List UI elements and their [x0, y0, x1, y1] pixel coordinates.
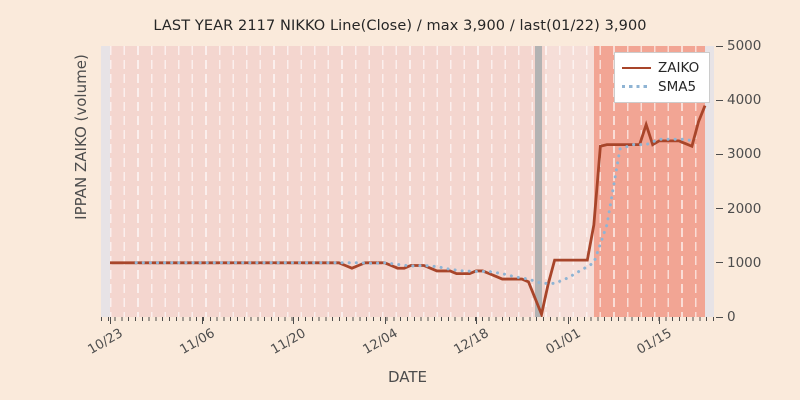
chart-title: LAST YEAR 2117 NIKKO Line(Close) / max 3… — [153, 18, 647, 34]
y-tick-label: 5000 — [716, 39, 761, 53]
y-tick-label: 4000 — [716, 93, 761, 107]
y-tick-label: 0 — [716, 310, 736, 324]
y-tick-label: 2000 — [716, 202, 761, 216]
legend-item-sma5[interactable]: SMA5 — [622, 77, 703, 96]
x-axis-ticks: 10/23 11/06 11/20 12/04 12/18 01/01 01/15 — [86, 317, 714, 367]
series-plot — [110, 105, 707, 317]
x-axis-label: DATE — [387, 368, 428, 386]
legend-label: SMA5 — [658, 78, 697, 95]
y-tick-label: 3000 — [716, 147, 761, 161]
series-line-sma5 — [134, 137, 694, 285]
chart-legend: ZAIKO SMA5 — [614, 52, 710, 103]
legend-swatch-dotted-icon — [622, 81, 651, 93]
legend-item-zaiko[interactable]: ZAIKO — [622, 58, 703, 77]
event-marker-bar — [534, 46, 542, 317]
legend-label: ZAIKO — [658, 59, 700, 76]
y-axis-ticks: 0 1000 2000 3000 4000 5000 — [716, 39, 800, 324]
legend-swatch-solid-icon — [622, 62, 651, 74]
y-tick-label: 1000 — [716, 256, 761, 270]
x-axis-minor-ticks — [101, 317, 714, 321]
series-line-zaiko — [110, 105, 707, 317]
y-axis-label: IPPAN ZAIKO (volume) — [72, 54, 90, 220]
